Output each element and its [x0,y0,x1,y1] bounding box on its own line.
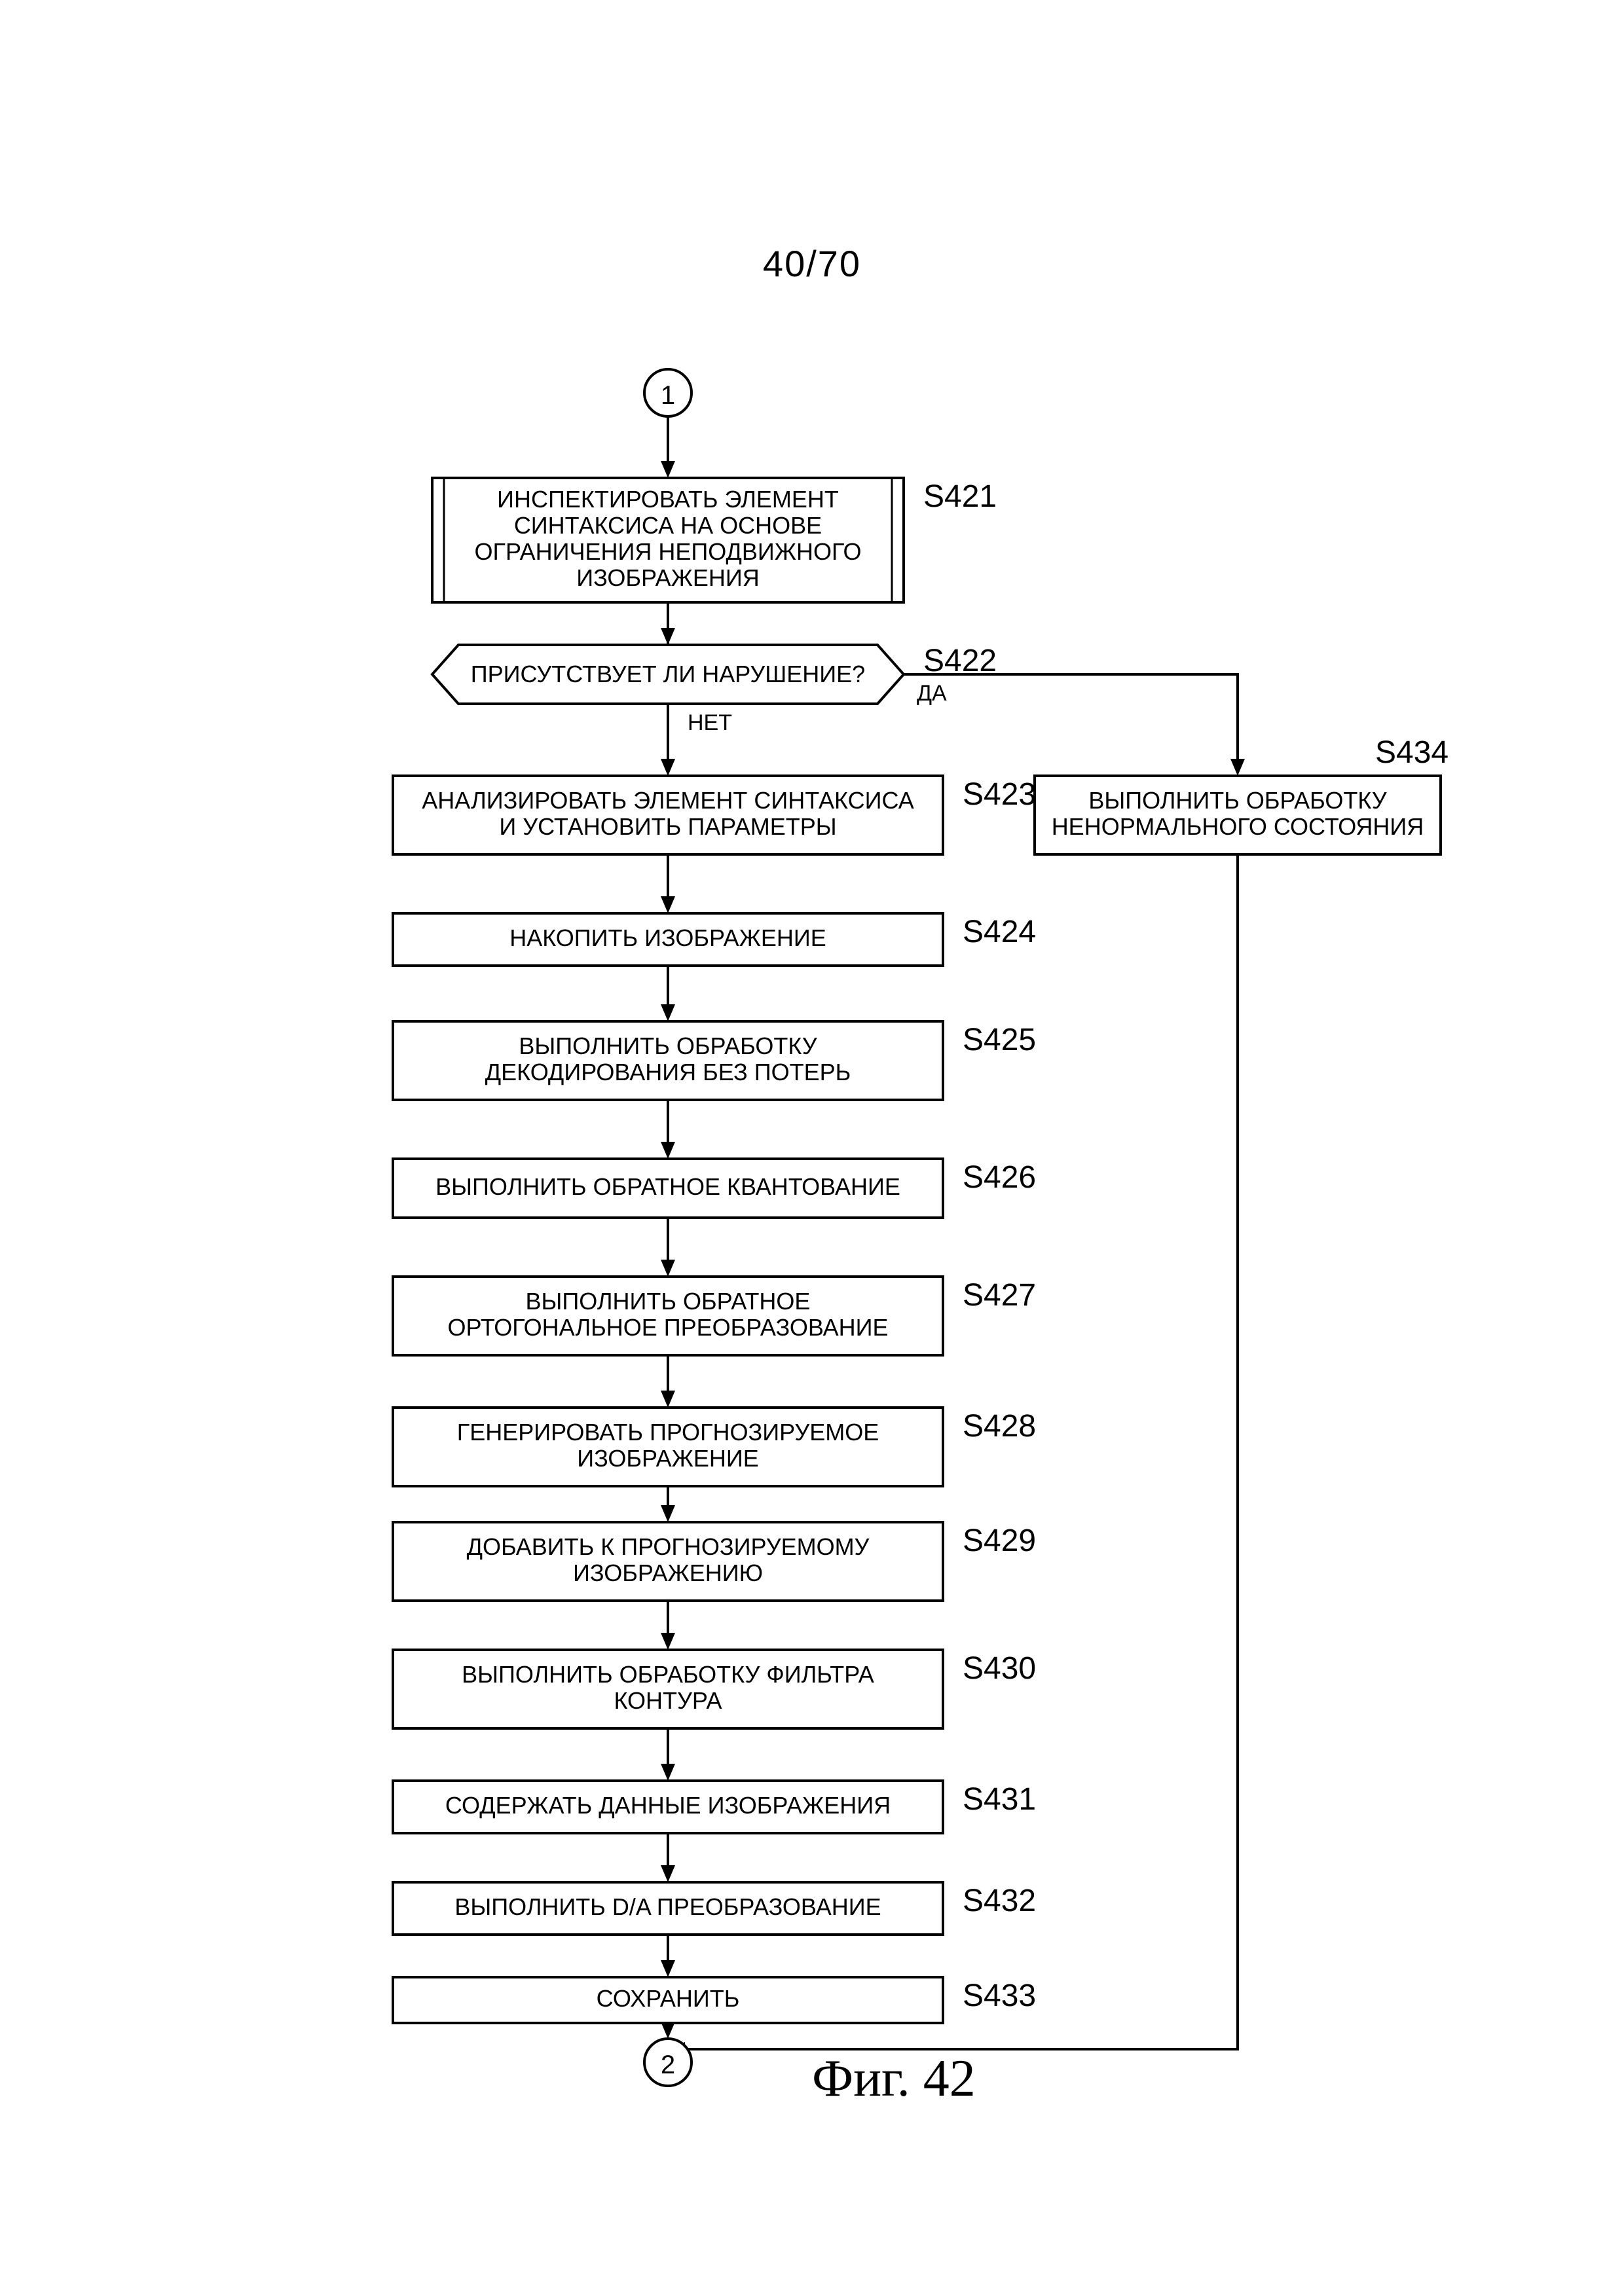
step-label-S421: S421 [923,479,997,514]
step-label-S425: S425 [963,1023,1036,1057]
box-text: КОНТУРА [614,1687,722,1714]
step-label-S424: S424 [963,915,1036,949]
box-text: ОГРАНИЧЕНИЯ НЕПОДВИЖНОГО [475,538,862,565]
box-text: ВЫПОЛНИТЬ ОБРАТНОЕ КВАНТОВАНИЕ [435,1173,900,1200]
step-label-S431: S431 [963,1782,1036,1817]
box-text: ОРТОГОНАЛЬНОЕ ПРЕОБРАЗОВАНИЕ [447,1314,888,1341]
box-text: ВЫПОЛНИТЬ ОБРАБОТКУ [519,1032,817,1059]
box-text: ДЕКОДИРОВАНИЯ БЕЗ ПОТЕРЬ [485,1059,851,1085]
step-label-S429: S429 [963,1523,1036,1558]
box-text: ВЫПОЛНИТЬ ОБРАТНОЕ [526,1288,811,1315]
connector-top-num: 1 [661,381,675,410]
step-label-S423: S423 [963,777,1036,812]
box-text: НАКОПИТЬ ИЗОБРАЖЕНИЕ [509,924,826,951]
box-text: АНАЛИЗИРОВАТЬ ЭЛЕМЕНТ СИНТАКСИСА [422,787,913,814]
step-label-S427: S427 [963,1278,1036,1313]
step-label-S434: S434 [1375,735,1449,770]
figure-caption: Фиг. 42 [812,2049,976,2109]
step-label-S426: S426 [963,1160,1036,1195]
box-text: НЕНОРМАЛЬНОГО СОСТОЯНИЯ [1052,813,1424,840]
step-label-S433: S433 [963,1978,1036,2013]
box-text: СОХРАНИТЬ [597,1985,740,2012]
box-text: ИНСПЕКТИРОВАТЬ ЭЛЕМЕНТ [497,486,839,513]
box-text: ВЫПОЛНИТЬ D/A ПРЕОБРАЗОВАНИЕ [454,1893,881,1920]
box-text: ИЗОБРАЖЕНИЮ [573,1559,763,1586]
flowchart-svg: 1 ИНСПЕКТИРОВАТЬ ЭЛЕМЕНТСИНТАКСИСА НА ОСН… [0,0,1624,2296]
decision-text: ПРИСУТСТВУЕТ ЛИ НАРУШЕНИЕ? [471,661,865,687]
box-text: ВЫПОЛНИТЬ ОБРАБОТКУ [1088,787,1387,814]
page: 40/70 1ИНСПЕКТИРОВАТЬ ЭЛЕМЕНТСИНТАКСИСА … [0,0,1624,2296]
step-label-S430: S430 [963,1651,1036,1686]
box-text: ИЗОБРАЖЕНИЕ [577,1445,759,1472]
box-text: ВЫПОЛНИТЬ ОБРАБОТКУ ФИЛЬТРА [462,1661,874,1688]
connector-bottom-num: 2 [661,2050,675,2079]
box-text: И УСТАНОВИТЬ ПАРАМЕТРЫ [499,813,836,840]
step-label-S432: S432 [963,1884,1036,1918]
box-text: ИЗОБРАЖЕНИЯ [576,564,760,591]
box-text: СИНТАКСИСА НА ОСНОВЕ [514,512,822,539]
decision-yes-label: ДА [917,681,947,706]
box-text: СОДЕРЖАТЬ ДАННЫЕ ИЗОБРАЖЕНИЯ [445,1792,891,1819]
step-label-S428: S428 [963,1409,1036,1444]
decision-no-label: НЕТ [688,710,732,735]
box-text: ГЕНЕРИРОВАТЬ ПРОГНОЗИРУЕМОЕ [457,1419,879,1446]
box-text: ДОБАВИТЬ К ПРОГНОЗИРУЕМОМУ [467,1533,870,1560]
